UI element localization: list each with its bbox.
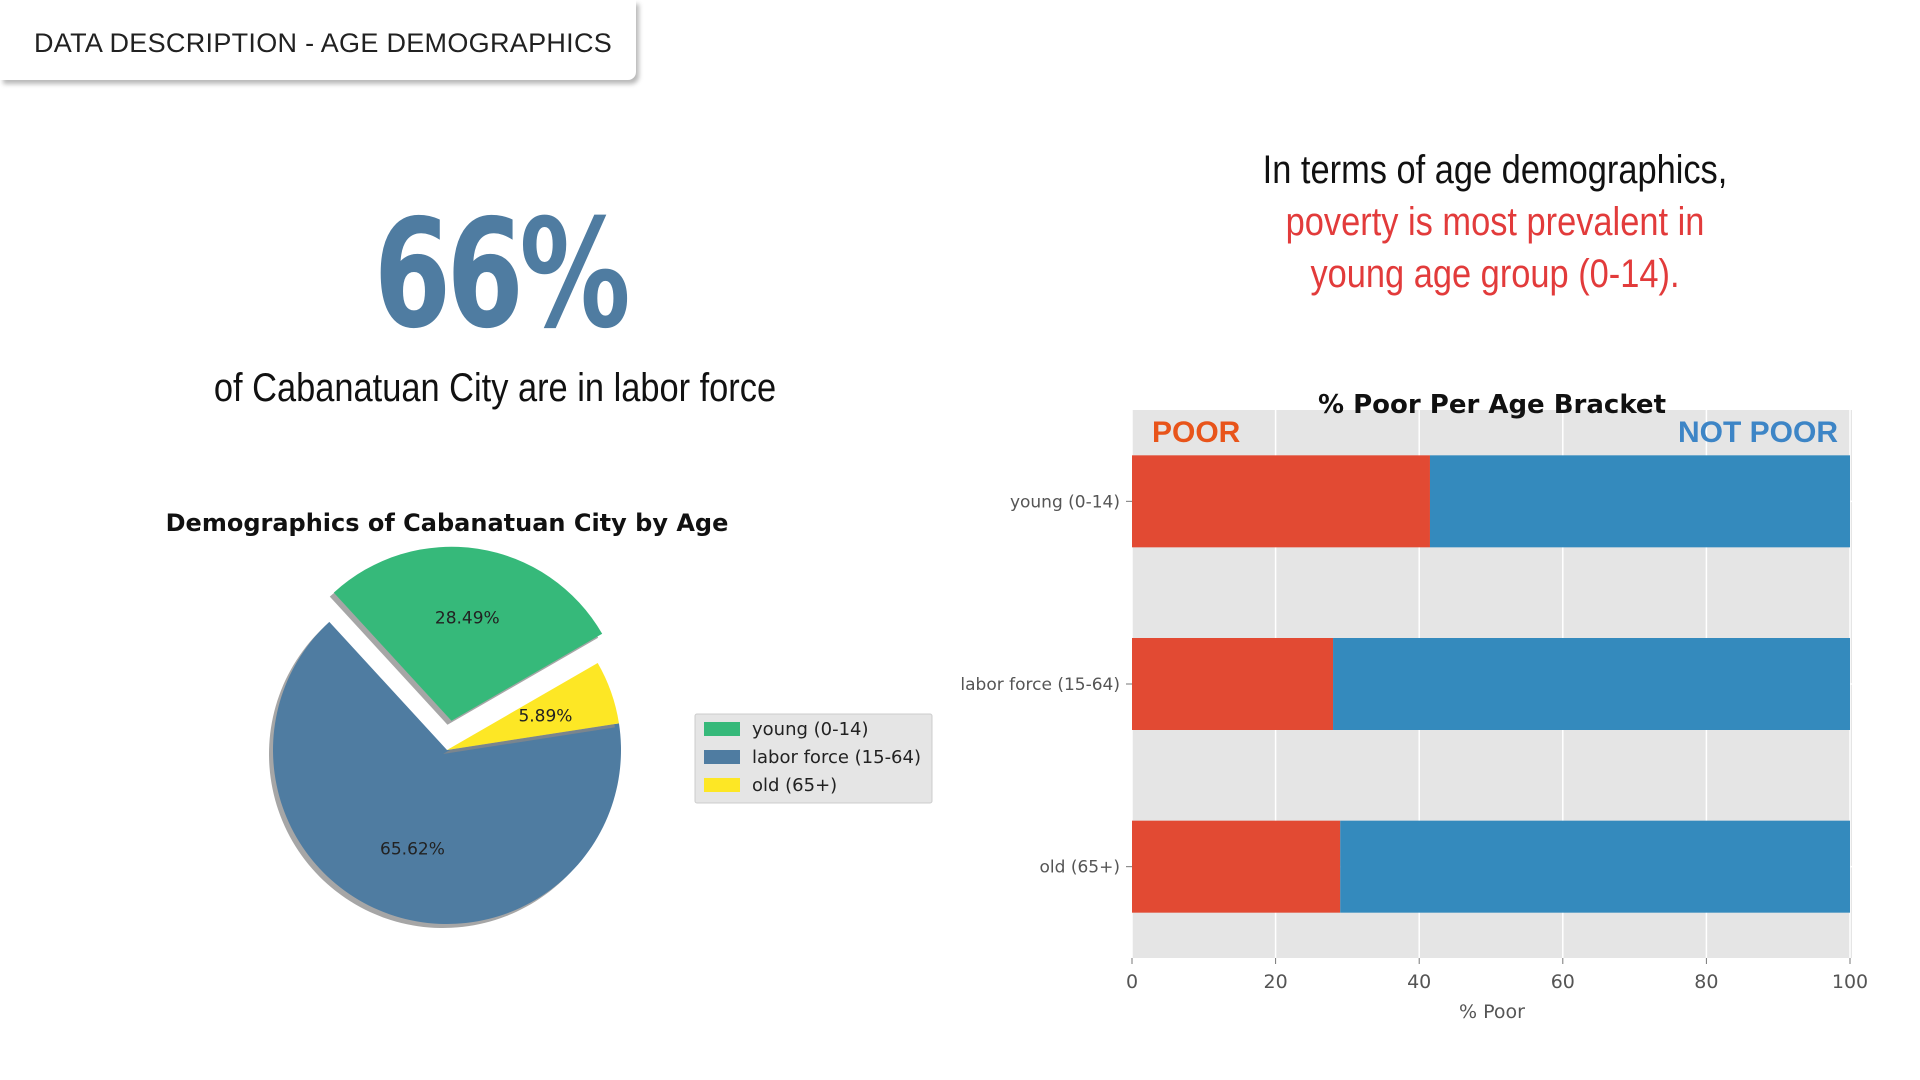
x-tick-label-80: 80 bbox=[1694, 971, 1718, 993]
not-poor-series-label: NOT POOR bbox=[1678, 416, 1838, 449]
pie-legend: young (0-14) labor force (15-64) old (65… bbox=[694, 713, 933, 804]
legend-swatch-labor bbox=[704, 750, 740, 764]
bar-marks bbox=[1132, 455, 1850, 913]
x-tick-label-100: 100 bbox=[1832, 971, 1868, 993]
legend-label-old: old (65+) bbox=[752, 775, 837, 796]
headline-line-1: In terms of age demographics, bbox=[1262, 148, 1728, 192]
y-tick-label-0: young (0-14) bbox=[1010, 492, 1120, 512]
poor-series-label: POOR bbox=[1152, 416, 1241, 449]
pie-slices: 28.49% 65.62% 5.89% bbox=[269, 546, 621, 928]
pie-label-labor-force: 65.62% bbox=[380, 840, 445, 860]
pie-slice-young bbox=[333, 546, 603, 721]
bar-poor-2 bbox=[1132, 820, 1341, 913]
y-tick-label-1: labor force (15-64) bbox=[960, 675, 1120, 695]
bar-poor-0 bbox=[1132, 455, 1430, 548]
x-axis-label: % Poor bbox=[1459, 1001, 1525, 1023]
header-tab: DATA DESCRIPTION - AGE DEMOGRAPHICS bbox=[0, 0, 636, 80]
y-tick-labels: young (0-14) labor force (15-64) old (65+) bbox=[960, 492, 1132, 878]
headline-line-3: young age group (0-14). bbox=[1310, 252, 1680, 296]
bar-not-poor-0 bbox=[1429, 455, 1850, 548]
bar-not-poor-2 bbox=[1340, 820, 1850, 913]
x-tick-label-60: 60 bbox=[1551, 971, 1575, 993]
legend-box bbox=[694, 713, 933, 804]
x-tick-label-0: 0 bbox=[1126, 971, 1138, 993]
pie-label-young: 28.49% bbox=[435, 609, 500, 629]
x-tick-label-40: 40 bbox=[1407, 971, 1431, 993]
bar-not-poor-1 bbox=[1333, 638, 1850, 730]
headline-line-2: poverty is most prevalent in bbox=[1285, 200, 1705, 244]
page-title: DATA DESCRIPTION - AGE DEMOGRAPHICS bbox=[34, 28, 613, 58]
legend-swatch-young bbox=[704, 722, 740, 736]
pie-slice-old bbox=[447, 663, 619, 750]
x-tick-labels: 0 20 40 60 80 100 bbox=[1126, 958, 1868, 993]
pie-slice-labor-force bbox=[273, 621, 621, 924]
pie-chart: Demographics of Cabanatuan City by Age 2… bbox=[166, 509, 933, 928]
bar-chart: young (0-14) labor force (15-64) old (65+)… bbox=[960, 390, 1868, 1023]
pie-label-old: 5.89% bbox=[518, 706, 572, 726]
bar-title: % Poor Per Age Bracket bbox=[1318, 390, 1666, 420]
y-tick-label-2: old (65+) bbox=[1040, 858, 1120, 878]
pie-title: Demographics of Cabanatuan City by Age bbox=[166, 509, 729, 537]
legend-swatch-old bbox=[704, 778, 740, 792]
legend-label-labor: labor force (15-64) bbox=[752, 747, 921, 768]
x-tick-label-20: 20 bbox=[1264, 971, 1288, 993]
stat-caption: of Cabanatuan City are in labor force bbox=[213, 366, 777, 410]
bar-poor-1 bbox=[1132, 638, 1334, 730]
labor-force-percentage: 66% bbox=[373, 188, 631, 362]
headline: In terms of age demographics, poverty is… bbox=[1233, 144, 1758, 300]
legend-label-young: young (0-14) bbox=[752, 719, 869, 740]
